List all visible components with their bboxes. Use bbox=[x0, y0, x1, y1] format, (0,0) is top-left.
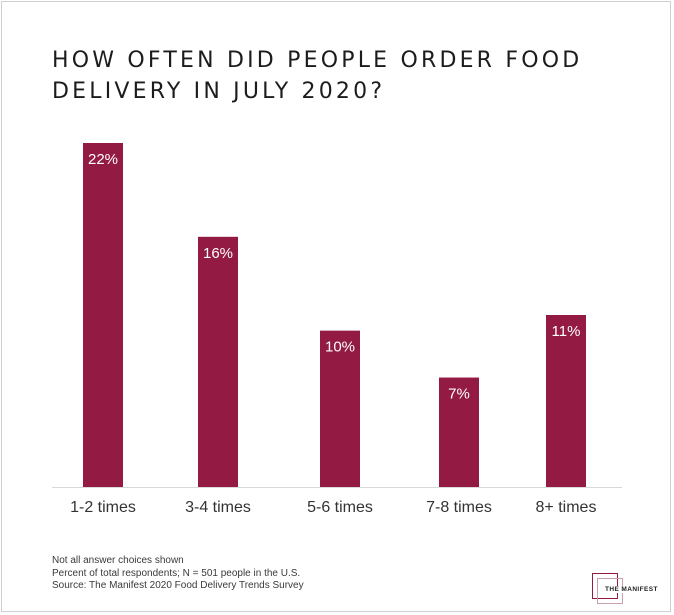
bar bbox=[83, 143, 123, 487]
x-tick-label: 7-8 times bbox=[426, 499, 492, 516]
bar-value-label: 16% bbox=[203, 245, 233, 262]
chart-title: HOW OFTEN DID PEOPLE ORDER FOOD DELIVERY… bbox=[52, 48, 583, 104]
x-tick-label: 5-6 times bbox=[307, 499, 373, 516]
bar bbox=[320, 330, 360, 487]
chart-notes: Not all answer choices shown Percent of … bbox=[52, 555, 304, 593]
bar-value-label: 22% bbox=[88, 151, 118, 168]
bar-value-label: 7% bbox=[448, 386, 470, 403]
bar bbox=[546, 315, 586, 487]
bar-value-label: 11% bbox=[552, 323, 581, 340]
bar bbox=[439, 377, 479, 487]
x-tick-label: 3-4 times bbox=[185, 499, 251, 516]
source-line: Source: The Manifest 2020 Food Delivery … bbox=[52, 580, 304, 591]
note-line: Percent of total respondents; N = 501 pe… bbox=[52, 567, 301, 579]
bar-value-label: 10% bbox=[325, 339, 355, 356]
x-tick-label: 8+ times bbox=[536, 499, 597, 516]
logo-text: THE MANIFEST bbox=[604, 586, 659, 593]
note-line: Not all answer choices shown bbox=[52, 555, 184, 566]
bar bbox=[198, 236, 238, 487]
the-manifest-logo: THE MANIFEST bbox=[592, 573, 662, 604]
x-tick-label: 1-2 times bbox=[70, 499, 136, 516]
